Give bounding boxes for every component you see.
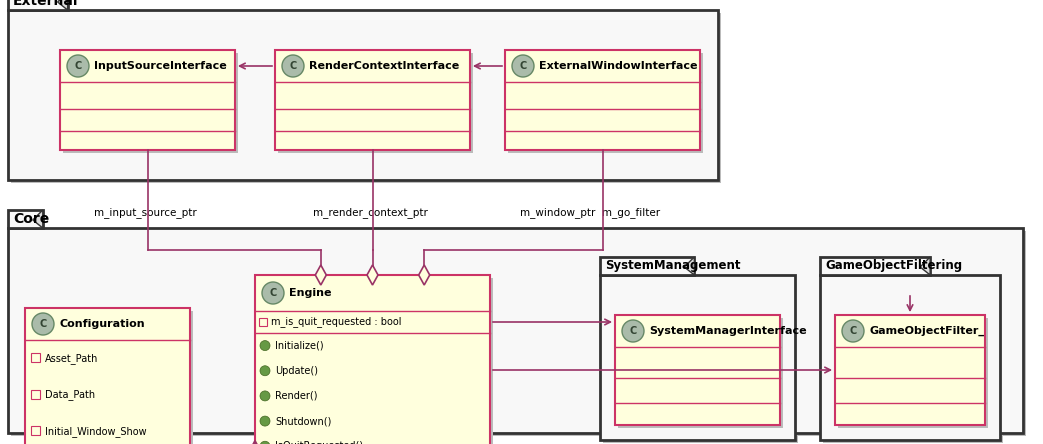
Text: RenderContextInterface: RenderContextInterface — [309, 61, 459, 71]
Text: IsQuitRequested(): IsQuitRequested() — [275, 441, 363, 444]
Bar — [258, 278, 493, 444]
Text: Core: Core — [13, 212, 49, 226]
Text: m_is_quit_requested : bool: m_is_quit_requested : bool — [271, 317, 402, 328]
Polygon shape — [250, 441, 260, 444]
Bar — [600, 275, 795, 440]
Text: Update(): Update() — [275, 366, 318, 376]
Circle shape — [260, 416, 270, 426]
Bar — [8, 228, 1023, 433]
Circle shape — [842, 320, 864, 342]
Text: Asset_Path: Asset_Path — [45, 353, 98, 364]
Text: C: C — [269, 288, 276, 298]
Bar — [63, 53, 238, 153]
Text: ExternalWindowInterface: ExternalWindowInterface — [539, 61, 698, 71]
Circle shape — [260, 391, 270, 401]
Text: Configuration: Configuration — [59, 319, 145, 329]
Circle shape — [260, 341, 270, 351]
Bar — [8, 210, 43, 228]
Text: Render(): Render() — [275, 391, 317, 401]
Text: m_render_context_ptr: m_render_context_ptr — [313, 207, 428, 218]
Bar — [31, 427, 40, 436]
Bar — [8, 0, 68, 10]
Bar — [603, 278, 798, 443]
Bar — [278, 53, 472, 153]
Text: External: External — [13, 0, 78, 8]
Text: Data_Path: Data_Path — [45, 389, 95, 400]
Bar — [11, 13, 721, 183]
Text: C: C — [629, 326, 636, 336]
Bar — [254, 275, 490, 444]
Bar — [618, 318, 783, 428]
Bar — [820, 257, 930, 275]
Text: m_input_source_ptr: m_input_source_ptr — [94, 207, 196, 218]
Bar — [8, 10, 718, 180]
Polygon shape — [920, 257, 930, 275]
Circle shape — [260, 441, 270, 444]
Circle shape — [512, 55, 534, 77]
Polygon shape — [367, 265, 378, 285]
Bar — [615, 315, 780, 425]
Bar — [28, 311, 193, 444]
Text: Engine: Engine — [289, 288, 332, 298]
Bar — [31, 390, 40, 399]
Bar — [60, 50, 235, 150]
Text: InputSourceInterface: InputSourceInterface — [94, 61, 226, 71]
Bar — [820, 275, 1000, 440]
Text: C: C — [40, 319, 47, 329]
Circle shape — [32, 313, 54, 335]
Bar — [838, 318, 988, 428]
Text: m_window_ptr  m_go_filter: m_window_ptr m_go_filter — [520, 207, 660, 218]
Circle shape — [260, 366, 270, 376]
Text: Initial_Window_Show: Initial_Window_Show — [45, 426, 147, 437]
Polygon shape — [57, 0, 68, 10]
Bar — [505, 50, 700, 150]
Text: GameObjectFilter_: GameObjectFilter_ — [869, 326, 984, 336]
Text: C: C — [849, 326, 856, 336]
Circle shape — [262, 282, 284, 304]
Text: Initialize(): Initialize() — [275, 341, 323, 351]
Text: C: C — [74, 61, 81, 71]
Bar — [31, 353, 40, 362]
Polygon shape — [32, 210, 43, 228]
Bar — [11, 231, 1026, 436]
Bar — [508, 53, 703, 153]
Circle shape — [67, 55, 89, 77]
Bar — [259, 318, 267, 326]
Bar — [25, 308, 190, 444]
Text: SystemManagerInterface: SystemManagerInterface — [649, 326, 806, 336]
Circle shape — [282, 55, 304, 77]
Bar — [823, 278, 1003, 443]
Bar — [275, 50, 470, 150]
Text: SystemManagement: SystemManagement — [605, 259, 741, 273]
Text: GameObjectFiltering: GameObjectFiltering — [825, 259, 962, 273]
Bar — [600, 257, 695, 275]
Text: C: C — [519, 61, 527, 71]
Circle shape — [622, 320, 644, 342]
Polygon shape — [684, 257, 695, 275]
Bar — [835, 315, 985, 425]
Text: C: C — [289, 61, 296, 71]
Text: Shutdown(): Shutdown() — [275, 416, 332, 426]
Polygon shape — [418, 265, 430, 285]
Polygon shape — [315, 265, 326, 285]
